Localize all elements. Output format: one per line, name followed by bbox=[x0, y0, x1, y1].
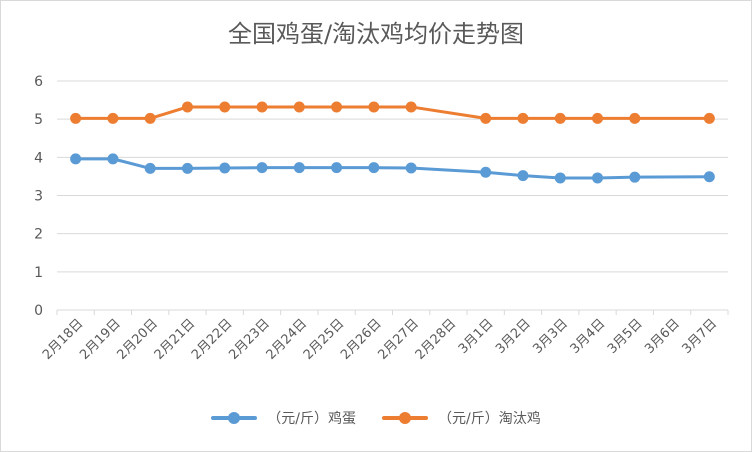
legend-entry-eggs: （元/斤）鸡蛋 bbox=[211, 408, 356, 428]
data-point bbox=[181, 101, 193, 113]
data-point bbox=[293, 162, 305, 174]
x-tick-label: 3月4日 bbox=[568, 316, 609, 357]
data-point bbox=[554, 172, 566, 184]
y-tick-label: 3 bbox=[34, 189, 43, 205]
data-point bbox=[331, 162, 343, 174]
chart-legend: （元/斤）鸡蛋 （元/斤）淘汰鸡 bbox=[0, 408, 752, 428]
data-point bbox=[480, 112, 492, 124]
data-point bbox=[703, 112, 715, 124]
x-tick-label: 3月3日 bbox=[530, 316, 571, 357]
data-point bbox=[70, 153, 82, 165]
y-tick-label: 6 bbox=[34, 74, 43, 90]
data-point bbox=[256, 101, 268, 113]
data-point bbox=[629, 171, 641, 183]
data-point bbox=[629, 112, 641, 124]
data-point bbox=[554, 112, 566, 124]
data-point bbox=[368, 101, 380, 113]
legend-entry-culled-hens: （元/斤）淘汰鸡 bbox=[382, 408, 541, 428]
data-point bbox=[256, 162, 268, 174]
data-point bbox=[219, 101, 231, 113]
series-line-0 bbox=[74, 157, 711, 180]
chart-title: 全国鸡蛋/淘汰鸡均价走势图 bbox=[227, 20, 525, 48]
data-point bbox=[405, 162, 417, 174]
legend-label-culled-hens: （元/斤）淘汰鸡 bbox=[438, 411, 541, 427]
data-point bbox=[368, 162, 380, 174]
y-tick-label: 2 bbox=[34, 227, 43, 243]
x-tick-label: 3月7日 bbox=[679, 316, 720, 357]
x-tick-label: 3月1日 bbox=[456, 316, 497, 357]
series-line-1 bbox=[74, 105, 711, 120]
data-point bbox=[592, 172, 604, 184]
y-tick-label: 4 bbox=[34, 150, 43, 166]
legend-swatch-eggs bbox=[211, 411, 258, 425]
data-point bbox=[703, 171, 715, 183]
data-point bbox=[219, 162, 231, 174]
data-point bbox=[331, 101, 343, 113]
data-point bbox=[517, 112, 529, 124]
legend-label-eggs: （元/斤）鸡蛋 bbox=[267, 411, 356, 427]
x-tick-label: 3月6日 bbox=[642, 316, 683, 357]
data-point bbox=[517, 170, 529, 182]
data-point bbox=[181, 162, 193, 174]
data-point bbox=[107, 112, 119, 124]
y-tick-label: 1 bbox=[34, 265, 43, 281]
legend-swatch-culled-hens bbox=[382, 411, 428, 425]
legend-marker-culled-hens bbox=[399, 412, 411, 424]
data-point bbox=[293, 101, 305, 113]
legend-marker-eggs bbox=[228, 412, 241, 424]
data-point bbox=[70, 112, 82, 124]
data-point bbox=[107, 153, 119, 165]
y-tick-label: 5 bbox=[34, 112, 43, 128]
data-point bbox=[480, 166, 492, 178]
data-point bbox=[144, 162, 156, 174]
data-point bbox=[592, 112, 604, 124]
x-tick-label: 3月2日 bbox=[493, 316, 534, 357]
x-tick-label: 2月28日 bbox=[413, 316, 460, 363]
x-tick-label: 3月5日 bbox=[605, 316, 646, 357]
y-tick-label: 0 bbox=[34, 303, 43, 319]
data-point bbox=[144, 112, 156, 124]
data-point bbox=[405, 101, 417, 113]
